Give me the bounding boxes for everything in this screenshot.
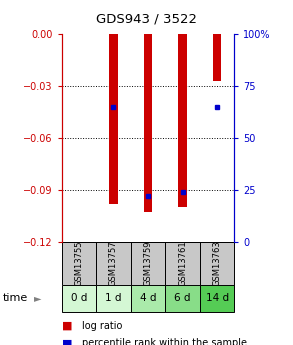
- Bar: [62, 241, 96, 285]
- Text: 6 d: 6 d: [174, 294, 191, 303]
- Text: 14 d: 14 d: [206, 294, 229, 303]
- Bar: [165, 241, 200, 285]
- Text: GSM13763: GSM13763: [213, 240, 222, 286]
- Text: percentile rank within the sample: percentile rank within the sample: [82, 338, 247, 345]
- Text: 0 d: 0 d: [71, 294, 87, 303]
- Bar: [131, 285, 165, 312]
- Bar: [178, 34, 187, 207]
- Text: log ratio: log ratio: [82, 321, 122, 331]
- Bar: [62, 285, 96, 312]
- Text: GSM13755: GSM13755: [74, 240, 83, 286]
- Text: ■: ■: [62, 321, 72, 331]
- Bar: [165, 285, 200, 312]
- Text: GSM13761: GSM13761: [178, 240, 187, 286]
- Bar: [96, 241, 131, 285]
- Text: ■: ■: [62, 338, 72, 345]
- Bar: [213, 34, 222, 81]
- Bar: [200, 285, 234, 312]
- Text: GDS943 / 3522: GDS943 / 3522: [96, 12, 197, 25]
- Bar: [144, 34, 152, 212]
- Text: 1 d: 1 d: [105, 294, 122, 303]
- Text: time: time: [3, 294, 28, 303]
- Text: GSM13759: GSM13759: [144, 240, 152, 286]
- Text: 4 d: 4 d: [140, 294, 156, 303]
- Bar: [109, 34, 118, 204]
- Bar: [200, 241, 234, 285]
- Bar: [96, 285, 131, 312]
- Text: GSM13757: GSM13757: [109, 240, 118, 286]
- Bar: [131, 241, 165, 285]
- Text: ►: ►: [34, 294, 42, 303]
